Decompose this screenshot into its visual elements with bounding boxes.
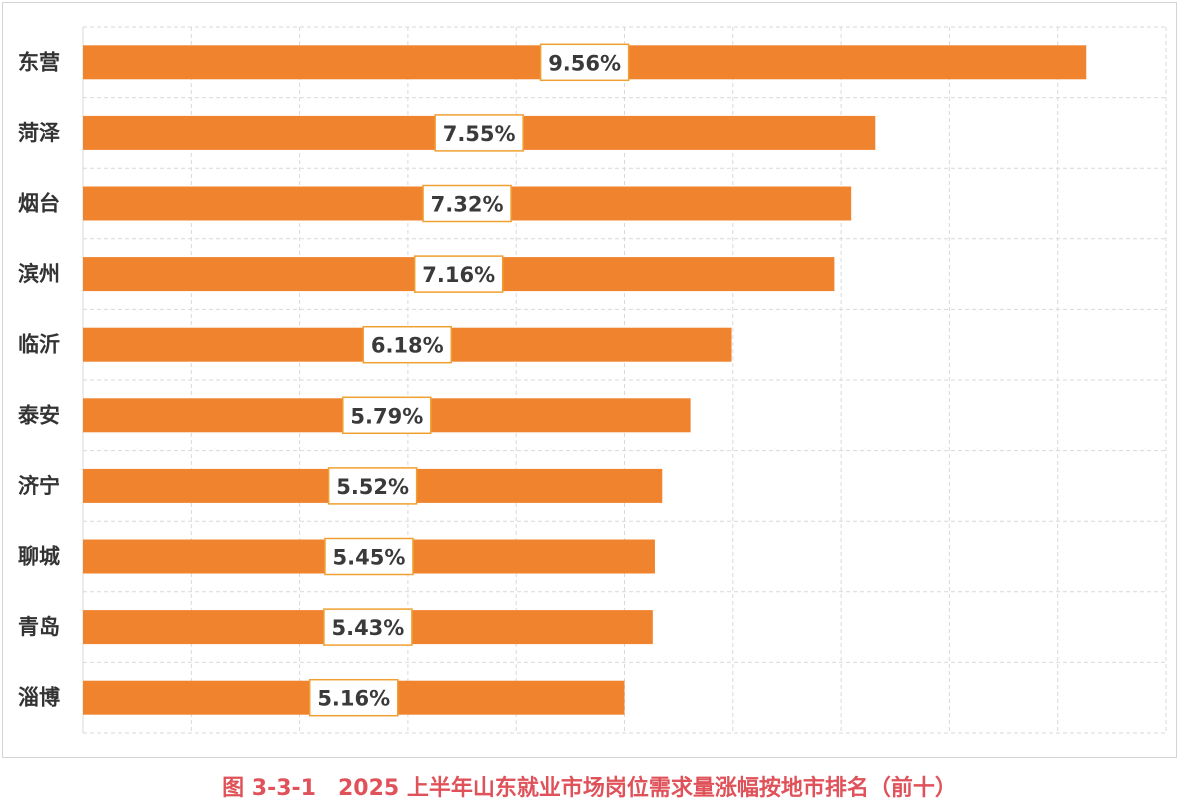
data-label: 7.32% bbox=[431, 193, 504, 217]
category-tick-label: 滨州 bbox=[18, 262, 60, 286]
category-tick-label: 菏泽 bbox=[18, 121, 60, 145]
data-label: 5.52% bbox=[336, 475, 409, 499]
data-label: 7.55% bbox=[443, 122, 516, 146]
category-tick-label: 济宁 bbox=[18, 474, 60, 498]
data-label-box bbox=[309, 678, 399, 717]
data-label-box bbox=[362, 325, 453, 364]
data-label-box bbox=[342, 396, 432, 435]
labels-layer: 东营 9.56% 菏泽 7.55% 烟台 7.32% 滨州 7.16% 临沂 6.18% 泰安 5.7… bbox=[17, 43, 630, 717]
data-label: 6.18% bbox=[371, 334, 444, 358]
data-label-box bbox=[539, 43, 630, 82]
data-label: 5.16% bbox=[317, 687, 390, 711]
figure-caption: 图 3-3-1 2025 上半年山东就业市场岗位需求量涨幅按地市排名（前十） bbox=[222, 776, 957, 801]
data-label-box bbox=[413, 255, 504, 293]
bar-chart: 东营 9.56% 菏泽 7.55% 烟台 7.32% 滨州 7.16% 临沂 6.18% 泰安 5.7… bbox=[17, 26, 1167, 734]
data-label-box bbox=[323, 608, 413, 646]
category-tick-label: 东营 bbox=[18, 50, 60, 74]
data-label: 7.16% bbox=[422, 263, 495, 287]
data-label: 5.43% bbox=[331, 616, 404, 640]
category-tick-label: 淄博 bbox=[18, 686, 60, 710]
data-label-box bbox=[422, 184, 512, 223]
category-tick-label: 青岛 bbox=[18, 615, 60, 639]
category-tick-label: 聊城 bbox=[18, 545, 60, 569]
data-label: 5.45% bbox=[333, 546, 406, 570]
data-label-box bbox=[324, 537, 414, 576]
data-label: 5.79% bbox=[350, 404, 423, 428]
category-tick-label: 烟台 bbox=[18, 192, 60, 216]
category-tick-label: 泰安 bbox=[17, 403, 60, 427]
data-label-box bbox=[434, 114, 524, 152]
category-tick-label: 临沂 bbox=[18, 333, 60, 357]
data-label-box bbox=[327, 467, 418, 505]
data-label: 9.56% bbox=[548, 51, 621, 75]
